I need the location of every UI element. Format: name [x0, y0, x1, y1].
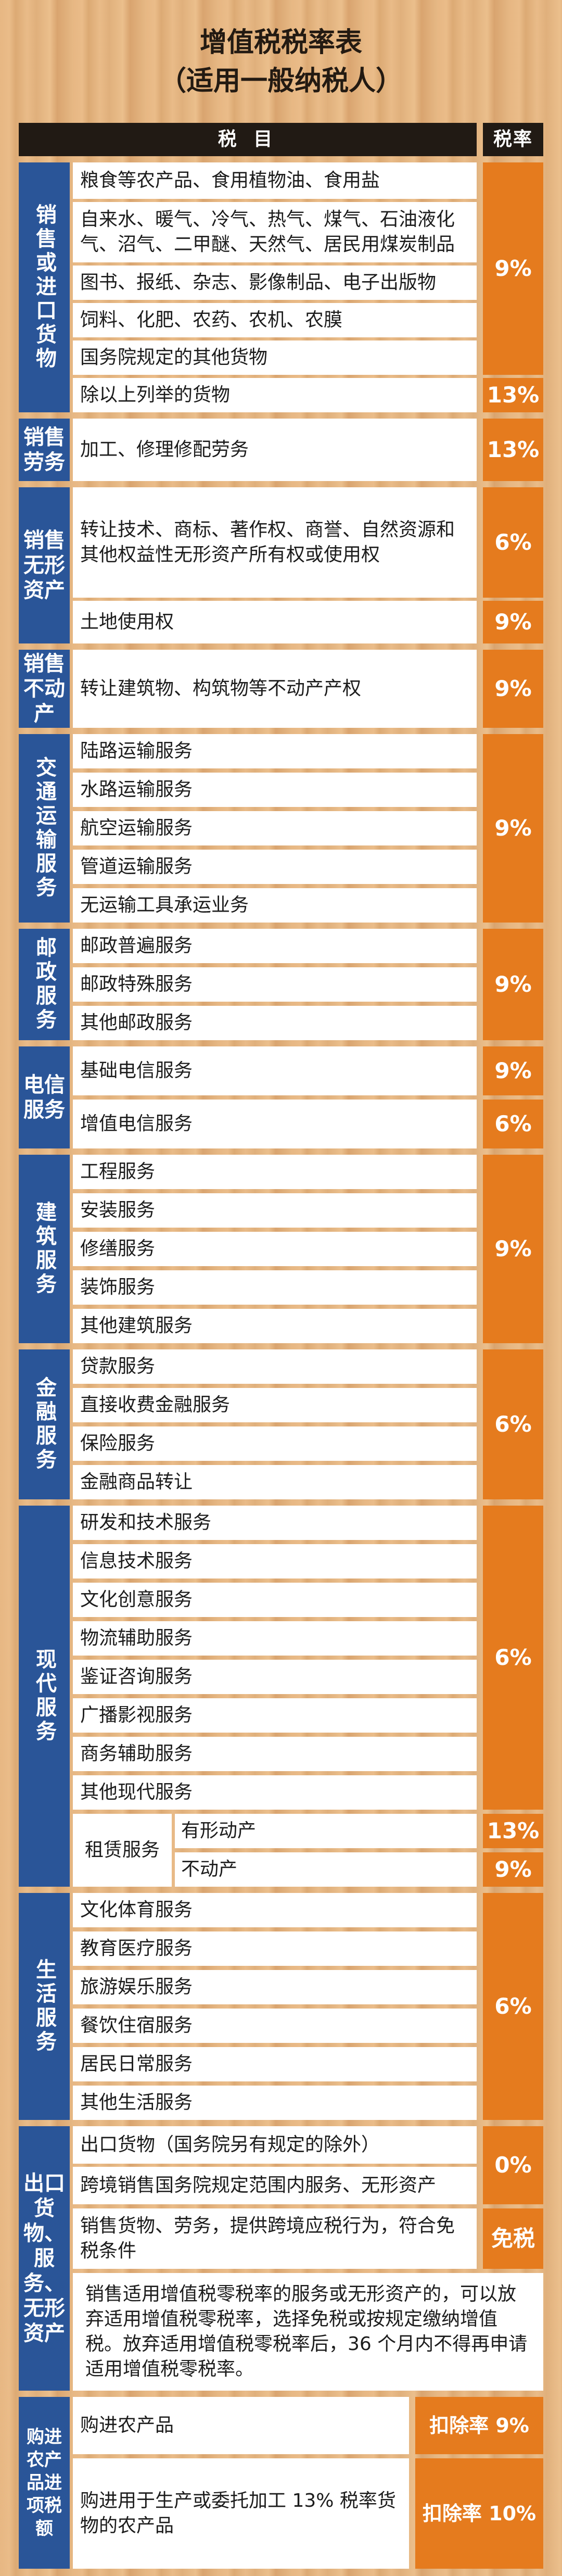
- tax-item: 研发和技术服务: [73, 1506, 477, 1540]
- category-intangible: 销售无形资产: [19, 487, 70, 643]
- header-item: 税 目: [19, 123, 477, 156]
- category-input-tax-deduction: 购进农产品进项税额: [19, 2397, 70, 2569]
- tax-item: 基础电信服务: [73, 1046, 477, 1095]
- tax-item: 鉴证咨询服务: [73, 1660, 477, 1694]
- tax-item: 保险服务: [73, 1426, 477, 1461]
- export-note: 销售适用增值税零税率的服务或无形资产的，可以放弃适用增值税零税率，选择免税或按规…: [73, 2273, 543, 2391]
- tax-item: 广播影视服务: [73, 1698, 477, 1733]
- tax-item: 粮食等农产品、食用植物油、食用盐: [73, 162, 477, 199]
- tax-item: 图书、报纸、杂志、影像制品、电子出版物: [73, 266, 477, 300]
- tax-item: 商务辅助服务: [73, 1737, 477, 1771]
- rate-badge: 6%: [483, 1349, 543, 1499]
- category-export: 出口货物、服务、无形资产: [19, 2126, 70, 2391]
- rate-badge: 免税: [483, 2208, 543, 2269]
- tax-item: 增值电信服务: [73, 1100, 477, 1148]
- deduction-rate-badge: 扣除率 10%: [415, 2458, 543, 2569]
- tax-item: 陆路运输服务: [73, 734, 477, 768]
- rate-badge: 6%: [483, 1893, 543, 2120]
- tax-item: 购进农产品: [73, 2397, 409, 2454]
- tax-item: 其他建筑服务: [73, 1309, 477, 1343]
- rate-badge: 13%: [483, 378, 543, 412]
- tax-item: 贷款服务: [73, 1349, 477, 1384]
- tax-item: 餐饮住宿服务: [73, 2009, 477, 2043]
- tax-item: 邮政特殊服务: [73, 967, 477, 1002]
- tax-item: 直接收费金融服务: [73, 1388, 477, 1422]
- rate-badge: 13%: [483, 1814, 543, 1848]
- rate-badge: 9%: [483, 734, 543, 923]
- tax-item: 物流辅助服务: [73, 1621, 477, 1656]
- category-finance: 金融服务: [19, 1349, 70, 1499]
- title-line-2: （适用一般纳税人）: [159, 66, 403, 97]
- tax-item: 无运输工具承运业务: [73, 888, 477, 923]
- tax-item: 购进用于生产或委托加工 13% 税率货物的农产品: [73, 2458, 409, 2569]
- category-postal: 邮政服务: [19, 929, 70, 1040]
- rate-badge: 13%: [483, 419, 543, 481]
- title-line-1: 增值税税率表: [199, 27, 362, 58]
- tax-item: 其他邮政服务: [73, 1006, 477, 1040]
- tax-item: 信息技术服务: [73, 1544, 477, 1579]
- tax-item: 跨境销售国务院规定范围内服务、无形资产: [73, 2167, 477, 2204]
- rate-badge: 9%: [483, 162, 543, 375]
- leasing-tangible: 有形动产: [175, 1814, 477, 1848]
- tax-item: 加工、修理修配劳务: [73, 419, 477, 481]
- tax-item: 文化创意服务: [73, 1583, 477, 1617]
- rate-badge: 9%: [483, 1155, 543, 1343]
- tax-item: 国务院规定的其他货物: [73, 340, 477, 375]
- rate-badge: 9%: [483, 1852, 543, 1887]
- tax-item: 安装服务: [73, 1193, 477, 1228]
- tax-item: 邮政普遍服务: [73, 929, 477, 963]
- rate-badge: 9%: [483, 929, 543, 1040]
- tax-item: 居民日常服务: [73, 2047, 477, 2081]
- category-transport: 交通运输服务: [19, 734, 70, 923]
- tax-item: 装饰服务: [73, 1270, 477, 1305]
- rate-badge: 9%: [483, 1046, 543, 1095]
- tax-item: 饲料、化肥、农药、农机、农膜: [73, 303, 477, 337]
- tax-item: 销售货物、劳务，提供跨境应税行为，符合免税条件: [73, 2208, 477, 2269]
- header-rate: 税率: [483, 123, 543, 156]
- rate-badge: 6%: [483, 1506, 543, 1810]
- tax-item: 航空运输服务: [73, 811, 477, 845]
- tax-item: 旅游娱乐服务: [73, 1970, 477, 2004]
- tax-item: 转让建筑物、构筑物等不动产产权: [73, 650, 477, 728]
- category-construction: 建筑服务: [19, 1155, 70, 1343]
- rate-badge: 0%: [483, 2126, 543, 2204]
- tax-item: 水路运输服务: [73, 773, 477, 807]
- rate-badge: 9%: [483, 601, 543, 643]
- tax-item: 工程服务: [73, 1155, 477, 1189]
- tax-item: 除以上列举的货物: [73, 378, 477, 412]
- category-labor: 销售劳务: [19, 419, 70, 481]
- leasing-real-estate: 不动产: [175, 1852, 477, 1887]
- tax-item: 其他生活服务: [73, 2086, 477, 2120]
- rate-badge: 6%: [483, 1100, 543, 1148]
- tax-item: 出口货物（国务院另有规定的除外）: [73, 2126, 477, 2164]
- rate-badge: 9%: [483, 650, 543, 728]
- tax-item: 文化体育服务: [73, 1893, 477, 1927]
- tax-item: 教育医疗服务: [73, 1931, 477, 1966]
- tax-item: 自来水、暖气、冷气、热气、煤气、石油液化气、沼气、二甲醚、天然气、居民用煤炭制品: [73, 202, 477, 262]
- category-life-services: 生活服务: [19, 1893, 70, 2120]
- tax-item: 管道运输服务: [73, 850, 477, 884]
- leasing-label: 租赁服务: [73, 1814, 172, 1887]
- category-sales-goods: 销售或进口货物: [19, 162, 70, 412]
- category-modern-services: 现代服务: [19, 1506, 70, 1887]
- tax-item: 金融商品转让: [73, 1465, 477, 1499]
- category-real-estate: 销售不动产: [19, 650, 70, 728]
- category-telecom: 电信服务: [19, 1046, 70, 1148]
- tax-item: 土地使用权: [73, 601, 477, 643]
- deduction-rate-badge: 扣除率 9%: [415, 2397, 543, 2454]
- tax-item: 修缮服务: [73, 1232, 477, 1266]
- tax-item: 其他现代服务: [73, 1775, 477, 1810]
- tax-item: 转让技术、商标、著作权、商誉、自然资源和其他权益性无形资产所有权或使用权: [73, 487, 477, 598]
- rate-badge: 6%: [483, 487, 543, 598]
